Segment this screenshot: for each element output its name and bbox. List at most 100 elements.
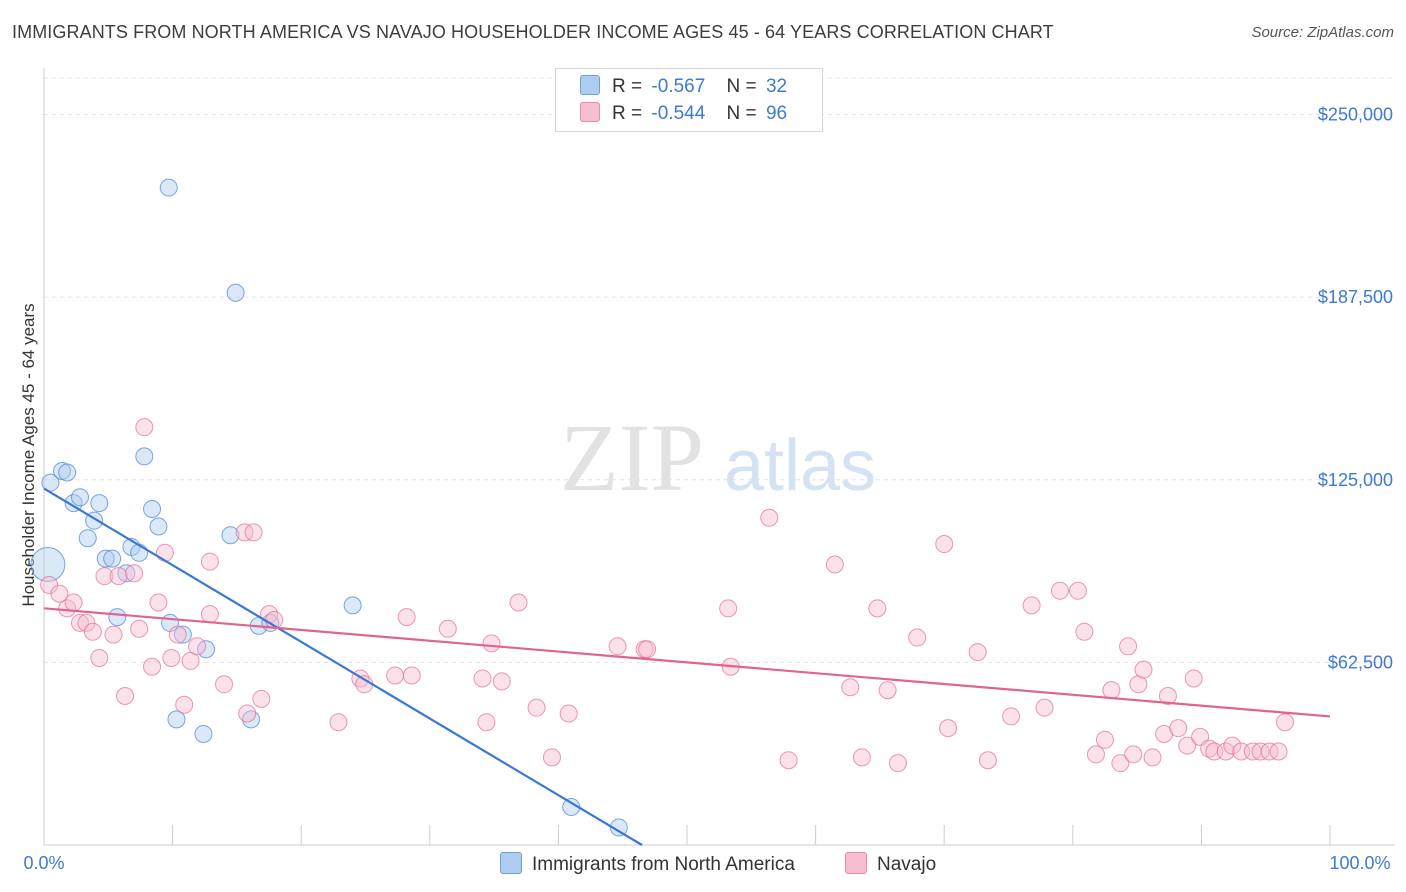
data-point	[149, 517, 168, 536]
data-point	[1251, 742, 1270, 761]
watermark-atlas: atlas	[724, 426, 876, 506]
data-point	[825, 555, 844, 574]
data-point	[397, 608, 416, 627]
data-point	[509, 593, 528, 612]
data-point	[477, 713, 496, 732]
data-point	[175, 695, 194, 714]
data-point	[221, 526, 240, 545]
stats-legend: R = -0.567 N = 32 R = -0.544 N = 96	[555, 68, 823, 132]
data-point	[559, 704, 578, 723]
data-point	[167, 710, 186, 729]
data-point	[162, 648, 181, 667]
series-legend-immigrants: Immigrants from North America	[500, 852, 795, 876]
series-navajo	[40, 418, 1294, 773]
data-point	[226, 283, 245, 302]
data-point	[90, 494, 109, 513]
data-point	[868, 599, 887, 618]
data-point	[779, 751, 798, 770]
series-legend: Immigrants from North America Navajo	[0, 852, 1406, 878]
data-point	[1260, 742, 1279, 761]
data-point	[130, 543, 149, 562]
data-point	[1075, 622, 1094, 641]
data-point	[608, 637, 627, 656]
data-point	[343, 596, 362, 615]
data-point	[908, 628, 927, 647]
legend-r-label: R =	[612, 76, 643, 97]
data-point	[215, 675, 234, 694]
data-point	[968, 643, 987, 662]
legend-n-value: 96	[765, 103, 788, 124]
data-point	[77, 613, 96, 632]
data-point	[1086, 745, 1105, 764]
y-tick-label: $62,500	[1328, 652, 1393, 672]
data-point	[939, 719, 958, 738]
data-point	[760, 508, 779, 527]
data-point	[103, 549, 122, 568]
data-point	[135, 447, 154, 466]
series-label-immigrants: Immigrants from North America	[532, 854, 795, 875]
x-tick-labels: 0.0% 100.0%	[23, 853, 1390, 873]
data-point	[149, 593, 168, 612]
legend-r-value: -0.544	[651, 103, 706, 124]
data-point	[482, 634, 501, 653]
series-label-navajo: Navajo	[877, 854, 937, 875]
data-point	[200, 552, 219, 571]
data-point	[71, 613, 90, 632]
legend-row-navajo: R = -0.544 N = 96	[580, 102, 787, 128]
trend-lines	[43, 487, 1331, 846]
y-tick-label: $187,500	[1318, 287, 1393, 307]
data-point	[1035, 698, 1054, 717]
data-point	[96, 549, 115, 568]
data-point	[200, 605, 219, 624]
trend-line-navajo	[43, 607, 1331, 718]
chart-title: IMMIGRANTS FROM NORTH AMERICA VS NAVAJO …	[12, 22, 1054, 42]
data-point	[402, 666, 421, 685]
data-point	[1143, 748, 1162, 767]
series-swatch-navajo	[845, 852, 867, 874]
legend-row-immigrants: R = -0.567 N = 32	[580, 75, 787, 101]
x-tick-label: 100.0%	[1329, 853, 1390, 873]
data-point	[1119, 637, 1138, 656]
data-point	[1068, 581, 1087, 600]
data-point	[235, 523, 254, 542]
data-point	[238, 704, 257, 723]
y-axis-label: Householder Income Ages 45 - 64 years	[19, 303, 38, 606]
data-point	[1095, 730, 1114, 749]
data-point	[329, 713, 348, 732]
legend-r-label: R =	[612, 103, 643, 124]
data-point	[978, 751, 997, 770]
watermark-zip: ZIP	[560, 404, 704, 511]
data-point	[1134, 660, 1153, 679]
data-point	[1050, 581, 1069, 600]
data-point	[719, 599, 738, 618]
data-point	[1124, 745, 1143, 764]
data-point	[1269, 742, 1288, 761]
data-point	[841, 678, 860, 697]
data-point	[108, 608, 127, 627]
legend-n-value: 32	[765, 76, 788, 97]
y-tick-label: $250,000	[1318, 105, 1393, 125]
data-point	[638, 640, 657, 659]
data-point	[143, 657, 162, 676]
data-point	[1102, 681, 1121, 700]
legend-n-label: N =	[726, 103, 757, 124]
data-point	[252, 689, 271, 708]
data-point	[50, 584, 69, 603]
data-point	[888, 754, 907, 773]
data-point	[473, 669, 492, 688]
data-point	[64, 593, 83, 612]
source-credit: Source: ZipAtlas.com	[1251, 24, 1394, 41]
axes	[43, 68, 1395, 846]
data-point	[244, 523, 263, 542]
data-point	[1158, 686, 1177, 705]
data-point	[30, 546, 66, 582]
data-point	[155, 543, 174, 562]
data-point	[135, 418, 154, 437]
data-point	[125, 564, 144, 583]
trend-line-immigrants	[43, 487, 643, 846]
data-point	[1178, 736, 1197, 755]
data-point	[109, 567, 128, 586]
data-point	[542, 748, 561, 767]
data-point	[159, 178, 178, 197]
data-point	[194, 724, 213, 743]
